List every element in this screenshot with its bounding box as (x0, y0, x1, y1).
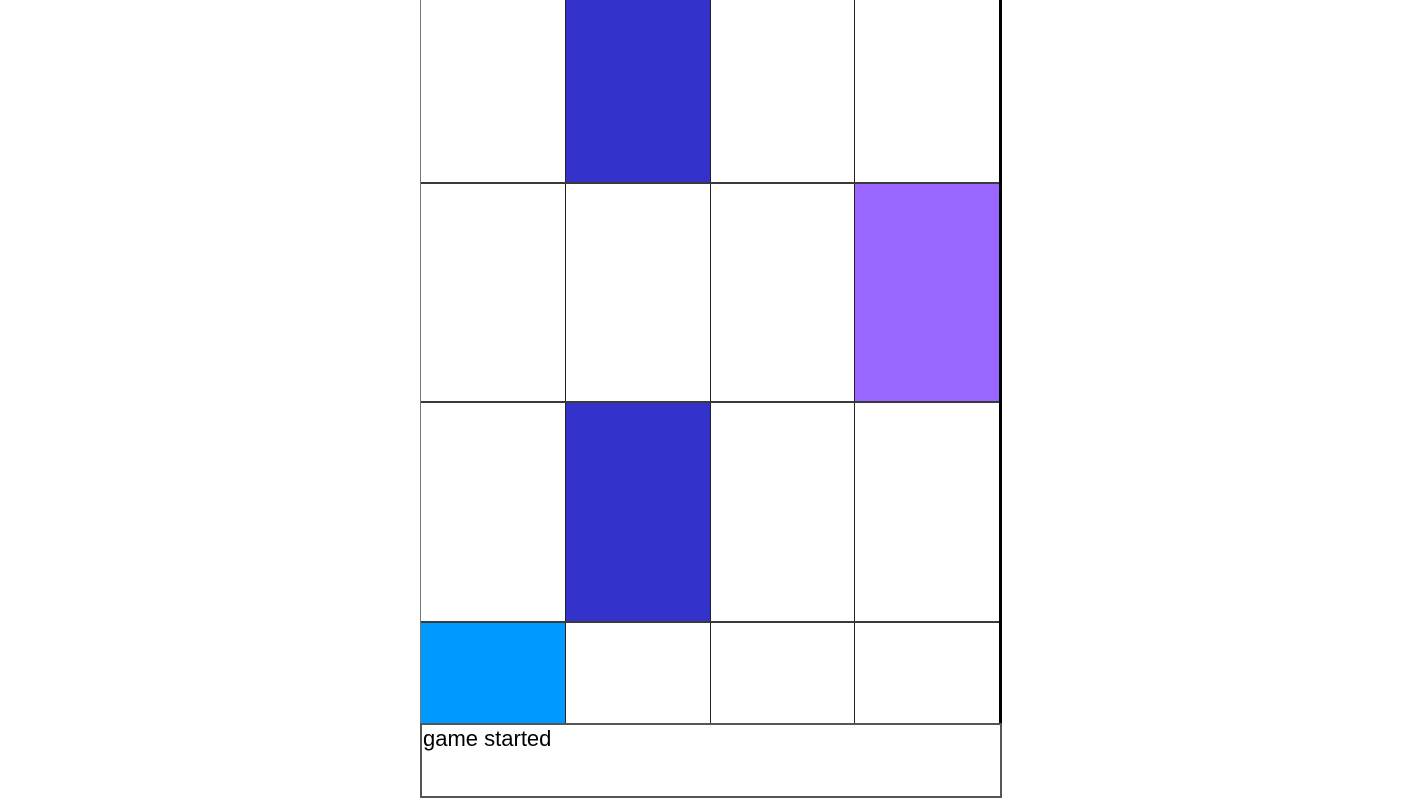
tile-cell-r2-c1[interactable] (421, 184, 566, 401)
tile-cell-r4-c3[interactable] (710, 623, 856, 723)
board-row-2 (421, 184, 999, 403)
status-box: game started (420, 723, 1002, 798)
board-row-1 (421, 0, 999, 184)
tile-cell-r4-c2[interactable] (565, 623, 711, 723)
board-row-4 (421, 623, 999, 723)
tile-cell-r3-c4[interactable] (855, 403, 999, 621)
game-board (420, 0, 1002, 723)
status-message: game started (423, 726, 552, 751)
tile-cell-r4-c4[interactable] (855, 623, 999, 723)
tile-indigo-mid[interactable] (565, 403, 711, 621)
tile-cell-r1-c3[interactable] (710, 0, 856, 182)
board-row-3 (421, 403, 999, 623)
tile-cell-r1-c4[interactable] (855, 0, 999, 182)
tile-azure-bottom[interactable] (421, 623, 566, 723)
tile-cell-r3-c3[interactable] (710, 403, 856, 621)
tile-cell-r1-c1[interactable] (421, 0, 566, 182)
tile-cell-r2-c2[interactable] (565, 184, 711, 401)
tile-cell-r2-c3[interactable] (710, 184, 856, 401)
tile-cell-r3-c1[interactable] (421, 403, 566, 621)
tile-indigo-top[interactable] (565, 0, 711, 182)
tile-purple[interactable] (855, 184, 999, 401)
